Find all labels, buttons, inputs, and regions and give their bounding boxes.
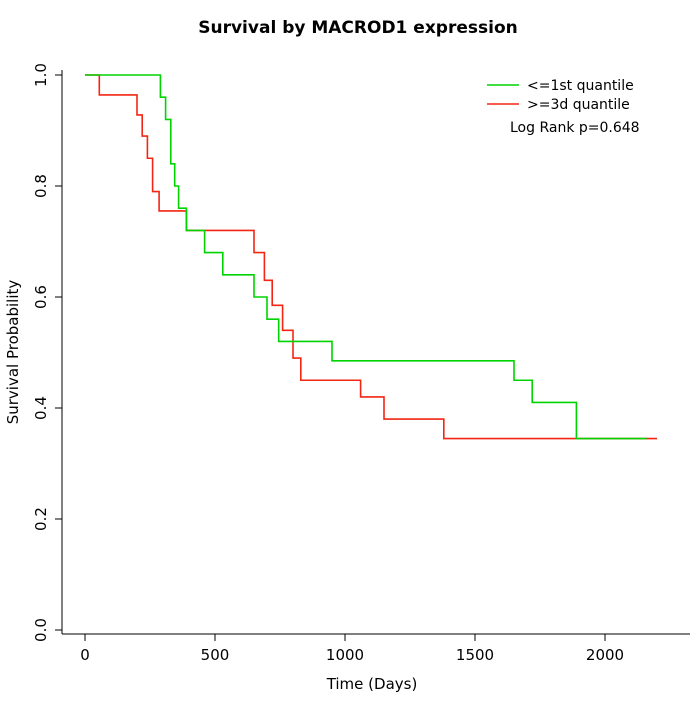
- legend: <=1st quantile >=3d quantile Log Rank p=…: [487, 78, 640, 136]
- x-tick-label: 2000: [586, 646, 624, 664]
- x-tick-label: 0: [80, 646, 90, 664]
- x-axis-title: Time (Days): [326, 675, 418, 693]
- chart-title: Survival by MACROD1 expression: [198, 18, 517, 38]
- km-step-curve-1: [85, 74, 647, 440]
- x-tick-label: 1500: [456, 646, 494, 664]
- y-axis-title: Survival Probability: [4, 280, 22, 425]
- series-layer: [85, 74, 657, 440]
- y-tick-label: 0.4: [32, 396, 50, 420]
- legend-label-third-quantile: >=3d quantile: [527, 97, 630, 113]
- axes-layer: 0 500 1000 1500 2000 0.0 0.2 0.4 0.6 0.8 1.0: [32, 63, 690, 664]
- km-step-curve-0: [85, 74, 657, 440]
- x-tick-label: 500: [201, 646, 230, 664]
- logrank-annotation: Log Rank p=0.648: [510, 120, 640, 136]
- legend-label-first-quantile: <=1st quantile: [527, 78, 634, 94]
- y-tick-label: 1.0: [32, 63, 50, 87]
- y-tick-label: 0.0: [32, 618, 50, 642]
- y-tick-label: 0.6: [32, 285, 50, 309]
- y-tick-label: 0.8: [32, 174, 50, 198]
- x-tick-label: 1000: [326, 646, 364, 664]
- y-tick-label: 0.2: [32, 507, 50, 531]
